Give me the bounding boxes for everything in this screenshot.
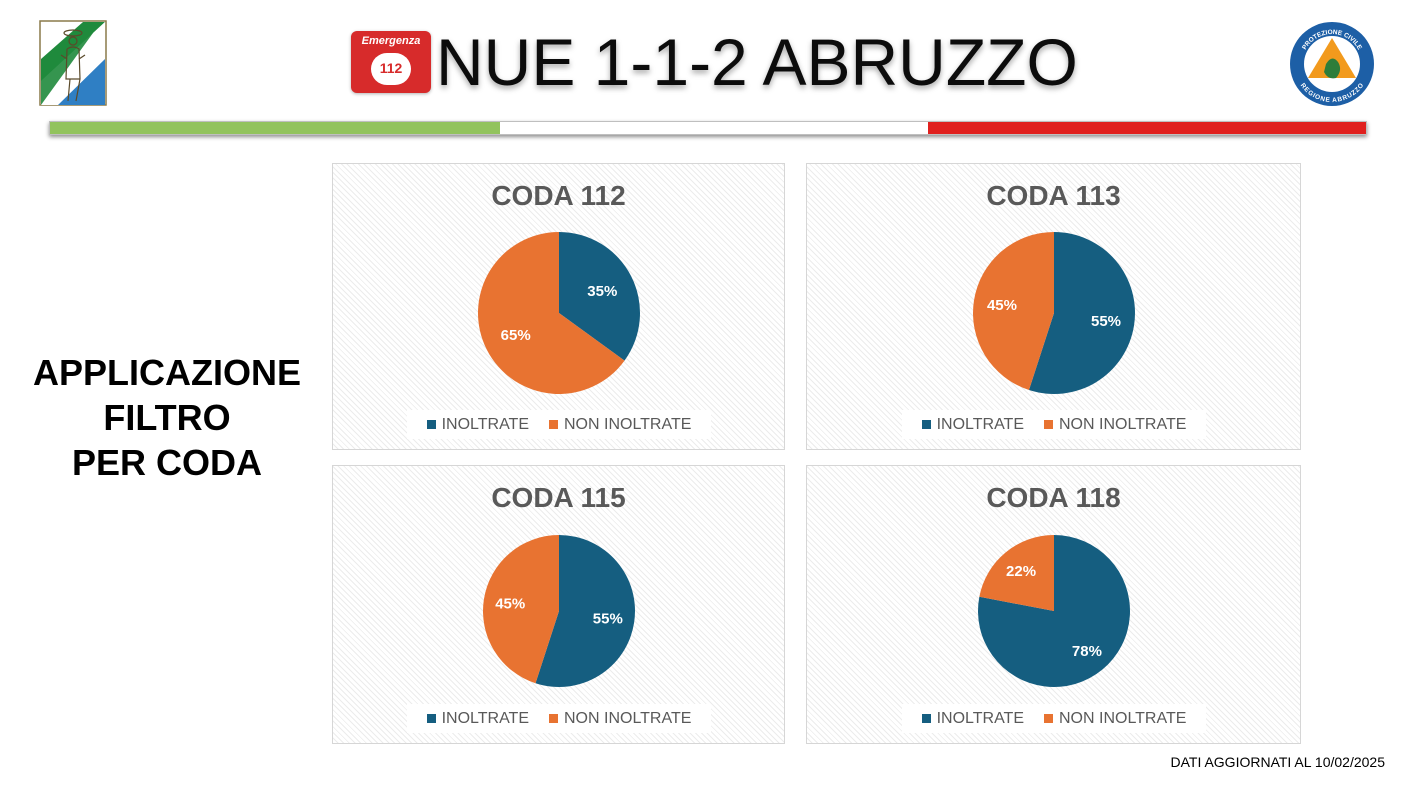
chart-legend: INOLTRATE NON INOLTRATE [407,704,711,733]
side-caption-line: FILTRO [103,397,231,438]
pie-data-label: 78% [1072,643,1102,660]
pie-data-label: 45% [987,297,1017,314]
chart-panel-coda-118: CODA 118 78% 22% INOLTRATE NON INOLTRATE [806,465,1301,744]
legend-swatch-non-inoltrate [1044,420,1053,429]
legend-swatch-inoltrate [921,420,931,429]
legend-item-non-inoltrate: NON INOLTRATE [549,416,691,434]
pie-slice-inoltrate [1028,232,1135,394]
legend-swatch-non-inoltrate [549,714,558,723]
pie-data-label: 35% [587,283,617,300]
legend-item-non-inoltrate: NON INOLTRATE [1044,710,1186,728]
chart-panel-coda-112: CODA 112 35% 65% INOLTRATE NON INOLTRATE [332,163,785,450]
pie-slice-non-inoltrate [478,232,625,394]
legend-item-inoltrate: INOLTRATE [426,709,529,728]
legend-swatch-non-inoltrate [1044,714,1053,723]
legend-label: INOLTRATE [936,415,1024,433]
side-caption-line: PER CODA [71,442,263,483]
pie-slice-non-inoltrate [973,232,1054,391]
pie-data-label: 65% [501,327,531,344]
pie-data-label: 55% [593,611,623,628]
legend-item-inoltrate: INOLTRATE [921,709,1024,728]
chart-title: CODA 113 [986,180,1121,211]
legend-label: INOLTRATE [441,709,529,727]
legend-label: NON INOLTRATE [564,709,692,727]
update-date-note: DATI AGGIORNATI AL 10/02/2025 [1170,754,1385,770]
side-caption: APPLICAZIONE FILTRO PER CODA [22,350,312,485]
regione-abruzzo-logo [38,19,108,106]
chart-panel-coda-115: CODA 115 55% 45% INOLTRATE NON INOLTRATE [332,465,785,744]
badge-number-pill: 112 [371,53,411,85]
legend-label: NON INOLTRATE [564,415,692,433]
chart-legend: INOLTRATE NON INOLTRATE [902,410,1206,439]
legend-item-inoltrate: INOLTRATE [921,415,1024,434]
pie-slice-inoltrate [535,535,635,687]
pie-slice-inoltrate [559,232,640,361]
protezione-civile-logo: PROTEZIONE CIVILE REGIONE ABRUZZO [1288,20,1376,108]
pie-data-label: 22% [1006,563,1036,580]
legend-swatch-inoltrate [426,420,436,429]
chart-title: CODA 118 [986,482,1121,513]
legend-swatch-inoltrate [921,714,931,723]
pie-chart: 55% 45% [483,535,635,687]
pie-chart: 55% 45% [973,232,1135,394]
legend-label: INOLTRATE [441,415,529,433]
pie-slice-non-inoltrate [979,535,1054,611]
flag-green-stripe [50,122,500,134]
chart-panel-coda-113: CODA 113 55% 45% INOLTRATE NON INOLTRATE [806,163,1301,450]
flag-white-stripe [500,122,928,134]
chart-legend: INOLTRATE NON INOLTRATE [902,704,1206,733]
pie-data-label: 55% [1091,313,1121,330]
pie-slice-non-inoltrate [483,535,559,684]
legend-swatch-non-inoltrate [549,420,558,429]
badge-label: Emergenza [361,35,421,47]
side-caption-line: APPLICAZIONE [32,352,301,393]
page-title: NUE 1-1-2 ABRUZZO [436,25,1078,99]
tricolor-divider [49,121,1367,135]
legend-label: NON INOLTRATE [1059,415,1187,433]
legend-item-inoltrate: INOLTRATE [426,415,529,434]
chart-title: CODA 112 [491,180,626,211]
pie-data-label: 45% [495,595,525,612]
chart-title: CODA 115 [491,482,626,513]
legend-label: INOLTRATE [936,709,1024,727]
legend-swatch-inoltrate [426,714,436,723]
pie-chart: 78% 22% [978,535,1130,687]
emergency-112-badge: Emergenza 112 [351,31,431,93]
flag-red-stripe [928,122,1366,134]
chart-legend: INOLTRATE NON INOLTRATE [407,410,711,439]
legend-label: NON INOLTRATE [1059,709,1187,727]
badge-number: 112 [379,60,403,76]
legend-item-non-inoltrate: NON INOLTRATE [1044,416,1186,434]
legend-item-non-inoltrate: NON INOLTRATE [549,710,691,728]
pie-chart: 35% 65% [478,232,640,394]
